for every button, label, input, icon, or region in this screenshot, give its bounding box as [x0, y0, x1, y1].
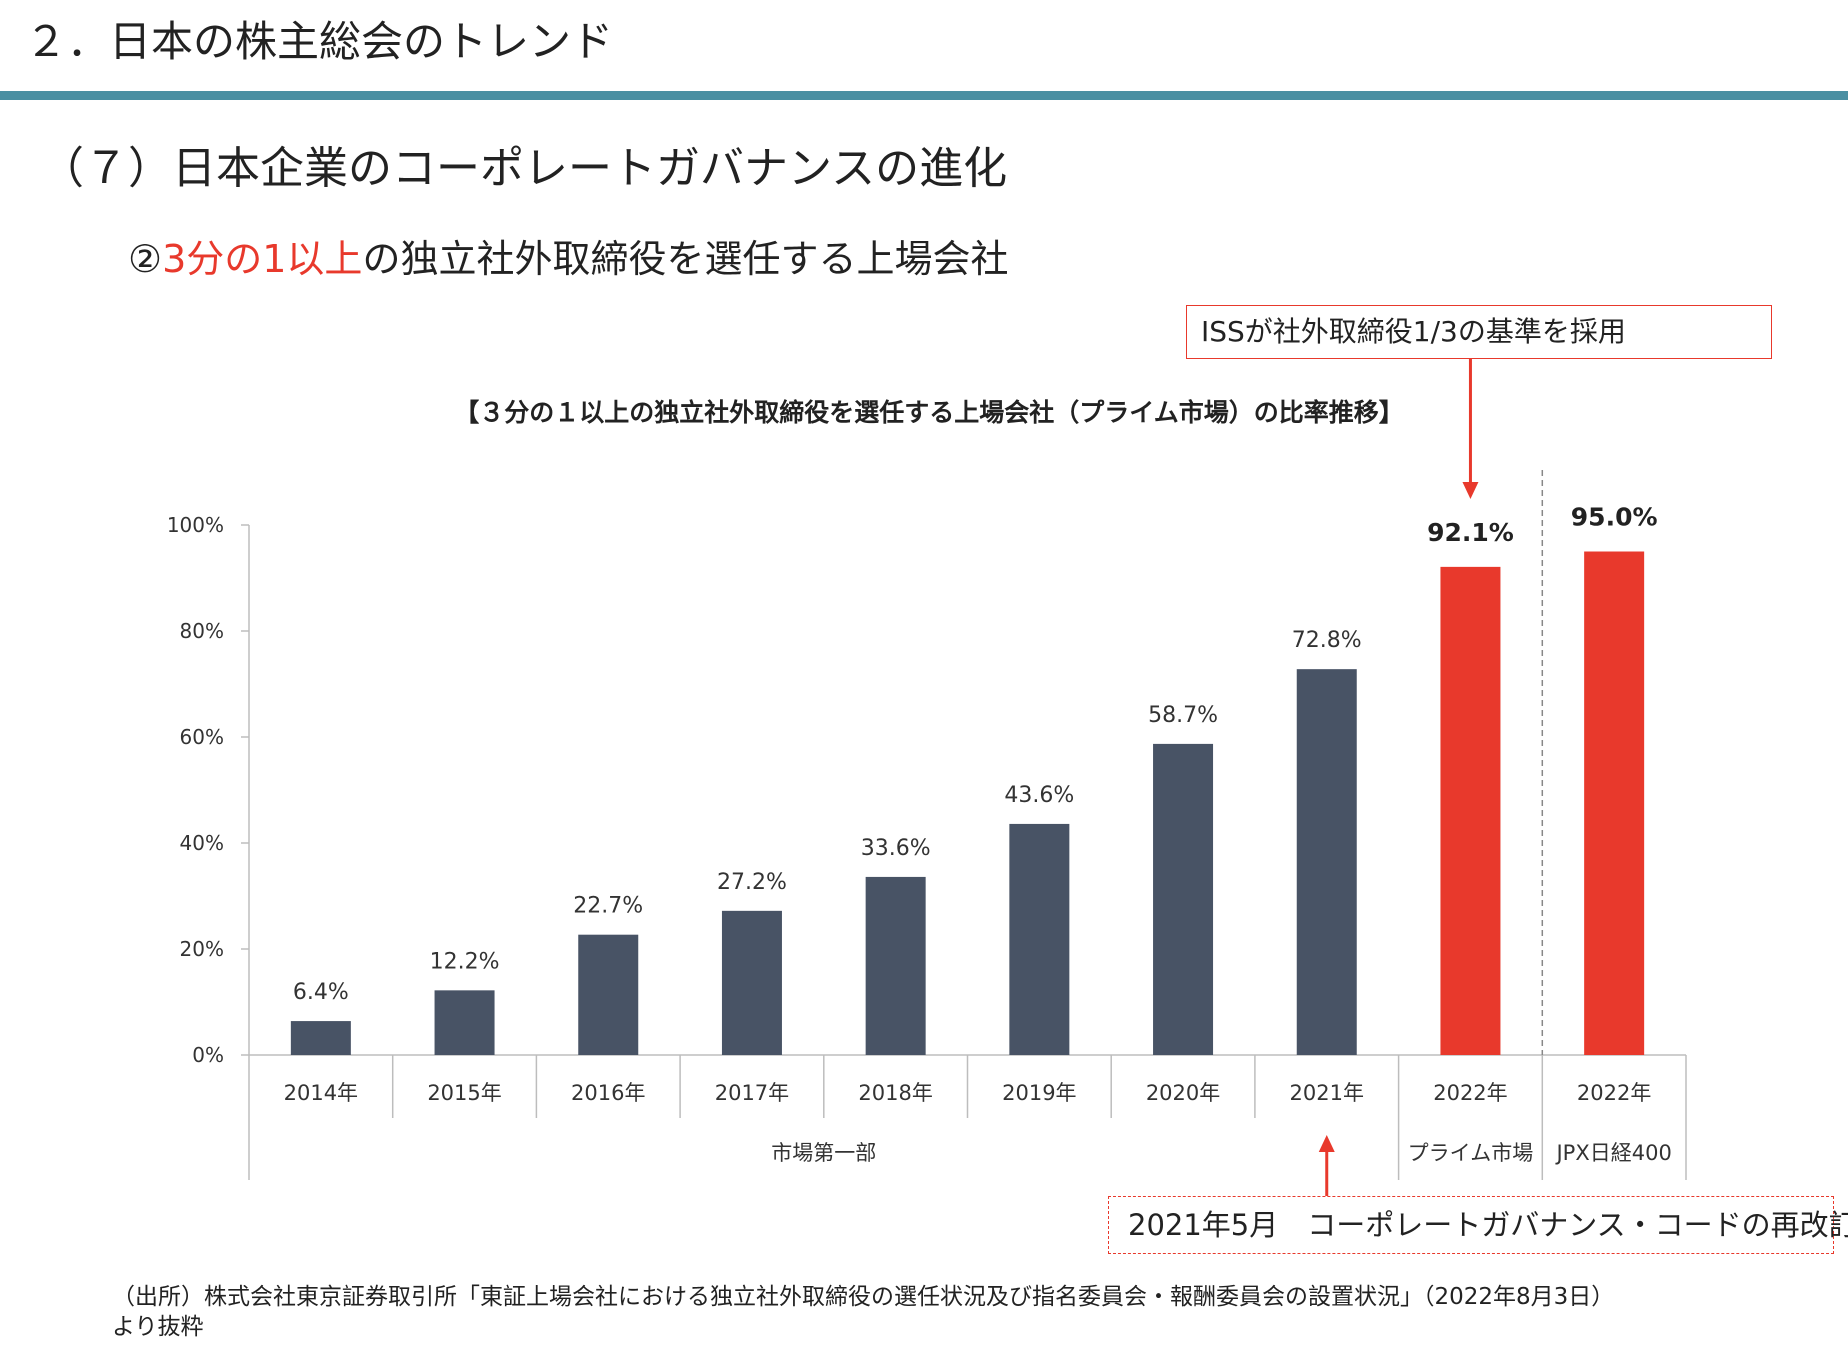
- group-label: 市場第一部: [771, 1141, 876, 1165]
- bar-2: [578, 934, 639, 1055]
- point-prefix: ②: [128, 237, 163, 281]
- category-label: 2014年: [284, 1081, 358, 1105]
- value-label: 27.2%: [717, 870, 787, 895]
- group-label: JPX日経400: [1554, 1141, 1671, 1165]
- bar-5: [1009, 823, 1070, 1055]
- group-label: プライム市場: [1408, 1141, 1534, 1165]
- sub-title: （７）日本企業のコーポレートガバナンスの進化: [40, 143, 1008, 194]
- value-label: 58.7%: [1148, 703, 1218, 728]
- y-tick-label: 0%: [192, 1043, 224, 1067]
- y-tick-label: 80%: [180, 619, 224, 643]
- y-tick-label: 60%: [180, 725, 224, 749]
- category-label: 2015年: [427, 1081, 501, 1105]
- bar-4: [865, 876, 926, 1055]
- y-tick-label: 40%: [180, 831, 224, 855]
- category-label: 2018年: [858, 1081, 932, 1105]
- code-revision-callout: 2021年5月 コーポレートガバナンス・コードの再改訂: [1108, 1196, 1848, 1254]
- code-revision-arrow-head: [1318, 1135, 1335, 1152]
- bar-6: [1153, 743, 1214, 1055]
- bar-3: [721, 910, 782, 1055]
- category-label: 2021年: [1290, 1081, 1364, 1105]
- value-label: 6.4%: [293, 980, 349, 1005]
- source-line-2: より抜粋: [112, 1314, 204, 1340]
- point-rest: の独立社外取締役を選任する上場会社: [362, 237, 1009, 281]
- iss-callout: ISSが社外取締役1/3の基準を採用: [1186, 305, 1772, 359]
- bar-0: [290, 1021, 351, 1055]
- point-highlight: 3分の1以上: [162, 237, 363, 281]
- chart-title: 【３分の１以上の独立社外取締役を選任する上場会社（プライム市場）の比率推移】: [454, 398, 1404, 427]
- iss-arrow-head: [1462, 482, 1479, 499]
- bar-chart: 【３分の１以上の独立社外取締役を選任する上場会社（プライム市場）の比率推移】 0…: [167, 359, 1687, 1196]
- bar-1: [434, 990, 495, 1055]
- value-label: 12.2%: [430, 949, 500, 974]
- category-label: 2022年: [1433, 1081, 1507, 1105]
- source-note: （出所）株式会社東京証券取引所「東証上場会社における独立社外取締役の選任状況及び…: [112, 1282, 1832, 1342]
- y-tick-label: 100%: [167, 513, 224, 537]
- value-label: 92.1%: [1427, 518, 1514, 547]
- bar-9: [1584, 551, 1645, 1055]
- value-label: 22.7%: [573, 894, 643, 919]
- header-divider: [0, 91, 1848, 100]
- value-label: 43.6%: [1004, 783, 1074, 808]
- point-title: ②3分の1以上の独立社外取締役を選任する上場会社: [128, 228, 1008, 283]
- category-label: 2022年: [1577, 1081, 1651, 1105]
- category-label: 2019年: [1002, 1081, 1076, 1105]
- bar-8: [1440, 566, 1501, 1055]
- source-line-1: （出所）株式会社東京証券取引所「東証上場会社における独立社外取締役の選任状況及び…: [112, 1284, 1615, 1310]
- category-label: 2016年: [571, 1081, 645, 1105]
- bar-7: [1296, 669, 1357, 1055]
- value-label: 95.0%: [1571, 503, 1658, 532]
- section-title: ２．日本の株主総会のトレンド: [25, 17, 614, 66]
- y-tick-label: 20%: [180, 937, 224, 961]
- value-label: 33.6%: [861, 836, 931, 861]
- category-label: 2017年: [715, 1081, 789, 1105]
- category-label: 2020年: [1146, 1081, 1220, 1105]
- value-label: 72.8%: [1292, 628, 1362, 653]
